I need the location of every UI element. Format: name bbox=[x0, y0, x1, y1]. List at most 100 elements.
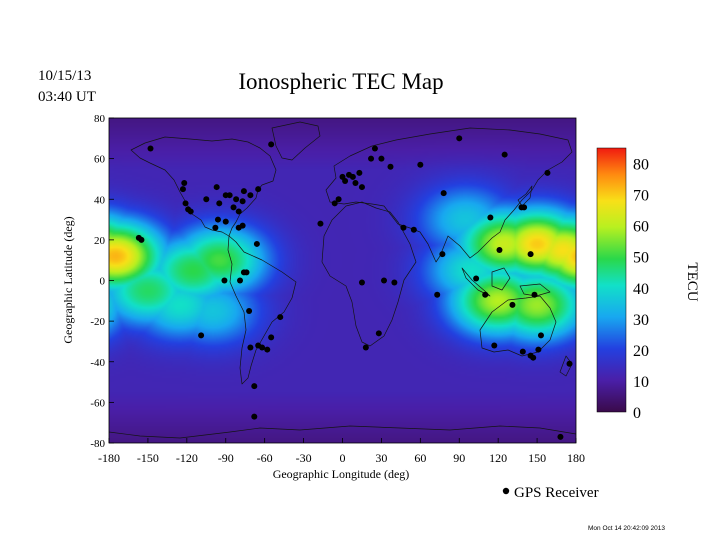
gps-receiver-marker bbox=[531, 291, 538, 298]
gps-receiver-marker bbox=[518, 204, 525, 211]
time-label: 03:40 UT bbox=[38, 89, 96, 105]
gps-receiver-marker bbox=[138, 236, 145, 243]
gps-receiver-marker bbox=[473, 275, 480, 282]
gps-receiver-marker bbox=[368, 155, 375, 162]
gps-receiver-marker bbox=[213, 184, 220, 191]
coastline-australia bbox=[479, 295, 557, 357]
y-tick-label: -20 bbox=[90, 316, 105, 328]
tec-heatmap bbox=[109, 118, 576, 443]
gps-receiver-marker bbox=[527, 251, 534, 258]
x-tick-label: 90 bbox=[453, 451, 465, 465]
gps-receiver-marker bbox=[349, 173, 356, 180]
gps-receiver-marker bbox=[482, 291, 489, 298]
gps-receiver-marker bbox=[251, 383, 258, 390]
gps-receiver-marker bbox=[358, 279, 365, 286]
gps-receiver-marker bbox=[537, 332, 544, 339]
gps-receiver-marker bbox=[335, 196, 342, 203]
gps-receiver-legend-label: GPS Receiver bbox=[514, 485, 599, 501]
gps-receiver-marker bbox=[212, 224, 219, 231]
gps-receiver-marker bbox=[187, 208, 194, 215]
gps-receiver-marker bbox=[247, 192, 254, 199]
gps-receiver-marker bbox=[240, 188, 247, 195]
x-tick-label: 0 bbox=[340, 451, 346, 465]
y-tick-label: 0 bbox=[100, 276, 106, 288]
coastline-new-guinea bbox=[519, 283, 551, 297]
gps-receiver-marker bbox=[221, 277, 228, 284]
gps-receiver-marker bbox=[491, 342, 498, 349]
x-tick-label: 120 bbox=[489, 451, 507, 465]
colorbar-tick-label: 60 bbox=[633, 219, 649, 236]
coastline-greenland bbox=[271, 121, 321, 161]
y-tick-label: -40 bbox=[90, 357, 105, 369]
gps-receiver-marker bbox=[375, 330, 382, 337]
gps-receiver-marker bbox=[362, 344, 369, 351]
gps-receiver-marker bbox=[214, 216, 221, 223]
gps-receiver-marker bbox=[255, 186, 262, 193]
gps-receiver-marker bbox=[259, 344, 266, 351]
gps-receiver-marker bbox=[487, 214, 494, 221]
gps-receiver-marker bbox=[381, 277, 388, 284]
x-axis-ticks: -180 -150 -120 -90 -60 -30 0 30 60 90 120 150 180 bbox=[98, 438, 585, 465]
gps-receiver-marker bbox=[317, 220, 324, 227]
x-tick-label: 30 bbox=[375, 451, 387, 465]
colorbar-tick-label: 30 bbox=[633, 312, 649, 329]
y-tick-label: 80 bbox=[94, 113, 106, 125]
x-tick-label: -60 bbox=[257, 451, 273, 465]
gps-receiver-marker bbox=[544, 169, 551, 176]
gps-receiver-marker bbox=[268, 141, 275, 148]
gps-receiver-marker bbox=[456, 135, 463, 142]
gps-receiver-marker bbox=[496, 247, 503, 254]
gps-receiver-marker bbox=[203, 196, 210, 203]
gps-receiver-marker bbox=[557, 433, 564, 440]
gps-receiver-marker bbox=[247, 344, 254, 351]
y-tick-label: 40 bbox=[94, 194, 106, 206]
gps-receiver-marker bbox=[179, 186, 186, 193]
gps-receiver-marker bbox=[356, 169, 363, 176]
gps-receiver-marker bbox=[147, 145, 154, 152]
gps-receiver-legend-icon bbox=[502, 487, 510, 495]
y-tick-label: 20 bbox=[94, 235, 106, 247]
coastlines bbox=[109, 121, 576, 439]
y-axis-label: Geographic Latitude (deg) bbox=[61, 216, 75, 343]
gps-receiver-marker bbox=[239, 198, 246, 205]
gps-receiver-marker bbox=[501, 151, 508, 158]
gps-receiver-marker bbox=[243, 269, 250, 276]
gps-receivers bbox=[135, 135, 573, 440]
y-tick-label: -60 bbox=[90, 397, 105, 409]
x-tick-label: 180 bbox=[567, 451, 585, 465]
gps-receiver-marker bbox=[222, 218, 229, 225]
x-axis-label: Geographic Longitude (deg) bbox=[273, 467, 410, 481]
gps-receiver-marker bbox=[352, 180, 359, 186]
colorbar-tick-label: 0 bbox=[633, 405, 641, 422]
gps-receiver-marker bbox=[519, 348, 526, 355]
gps-receiver-marker bbox=[230, 204, 237, 211]
gps-receiver-marker bbox=[509, 301, 516, 308]
y-tick-label: -80 bbox=[90, 438, 105, 450]
gps-receiver-marker bbox=[342, 177, 349, 184]
gps-receiver-marker bbox=[535, 346, 542, 353]
gps-receiver-marker bbox=[233, 196, 240, 203]
gps-receiver-marker bbox=[440, 190, 447, 197]
gps-receiver-marker bbox=[410, 226, 417, 233]
gps-receiver-marker bbox=[239, 222, 246, 229]
gps-receiver-marker bbox=[371, 145, 378, 152]
gps-receiver-marker bbox=[391, 279, 398, 286]
generated-timestamp: Mon Oct 14 20:42:09 2013 bbox=[588, 525, 665, 532]
colorbar-tick-label: 70 bbox=[633, 188, 649, 205]
colorbar-label: TECU bbox=[684, 262, 700, 301]
gps-receiver-marker bbox=[400, 224, 407, 231]
x-tick-label: -180 bbox=[98, 451, 120, 465]
page-title: Ionospheric TEC Map bbox=[238, 69, 443, 94]
gps-receiver-marker bbox=[434, 291, 441, 298]
gps-receiver-marker bbox=[264, 346, 271, 353]
colorbar-tick-label: 40 bbox=[633, 281, 649, 298]
gps-receiver-marker bbox=[331, 200, 338, 207]
gps-receiver-marker bbox=[387, 163, 394, 170]
colorbar-tick-label: 10 bbox=[633, 374, 649, 391]
coastline-borneo bbox=[491, 267, 511, 291]
x-tick-label: 60 bbox=[414, 451, 426, 465]
colorbar-tick-label: 20 bbox=[633, 343, 649, 360]
x-tick-label: 150 bbox=[528, 451, 546, 465]
x-tick-label: -120 bbox=[176, 451, 198, 465]
gps-receiver-marker bbox=[253, 240, 260, 247]
